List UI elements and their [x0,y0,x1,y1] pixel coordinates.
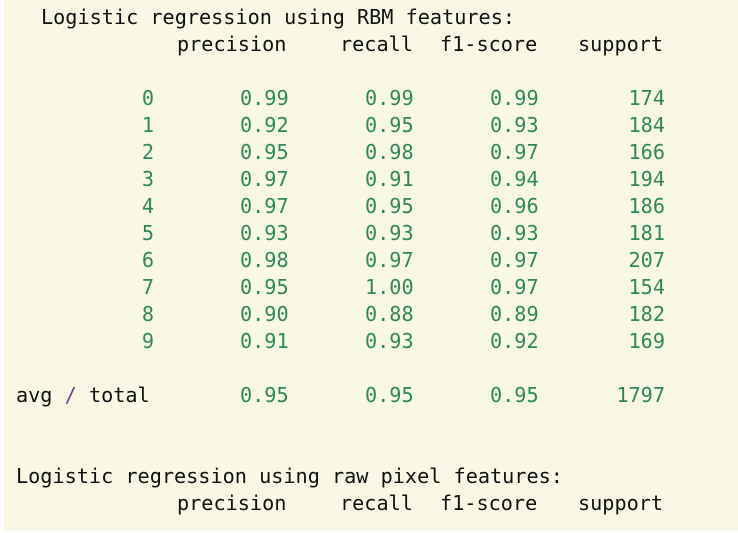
table-row: 4 0.97 0.95 0.96 186 [4,193,738,220]
header-support: support [578,32,664,56]
class-label: 2 [141,140,154,164]
support-value: 154 [628,275,665,299]
avg-support: 1797 [616,383,665,407]
class-label: 9 [141,329,154,353]
report-title-raw: Logistic regression using raw pixel feat… [16,464,563,488]
recall-value: 1.00 [365,275,414,299]
support-value: 194 [628,167,665,191]
f1-value: 0.96 [490,194,539,218]
support-value: 181 [628,221,665,245]
table-row: 3 0.97 0.91 0.94 194 [4,166,738,193]
support-value: 169 [628,329,665,353]
support-value: 184 [628,113,665,137]
f1-value: 0.89 [490,302,539,326]
avg-f1: 0.95 [490,383,539,407]
f1-value: 0.99 [490,86,539,110]
f1-value: 0.97 [490,248,539,272]
support-value: 174 [628,86,665,110]
table-row: 9 0.91 0.93 0.92 169 [4,328,738,355]
class-label: 4 [141,194,154,218]
recall-value: 0.98 [365,140,414,164]
recall-value: 0.95 [365,113,414,137]
precision-value: 0.90 [240,302,289,326]
header-recall: recall [340,32,413,56]
avg-precision: 0.95 [240,383,289,407]
f1-value: 0.94 [490,167,539,191]
precision-value: 0.91 [240,329,289,353]
table-row: 1 0.92 0.95 0.93 184 [4,112,738,139]
header-f1-score: f1-score [440,491,538,515]
header-recall: recall [340,491,413,515]
column-headers-raw: precision recall f1-score support [4,490,738,517]
f1-value: 0.97 [490,275,539,299]
avg-label: avg / total [16,382,150,409]
f1-value: 0.93 [490,221,539,245]
table-row: 2 0.95 0.98 0.97 166 [4,139,738,166]
recall-value: 0.93 [365,221,414,245]
precision-value: 0.99 [240,86,289,110]
recall-value: 0.91 [365,167,414,191]
recall-value: 0.97 [365,248,414,272]
class-label: 1 [141,113,154,137]
table-row: 0 0.99 0.99 0.99 174 [4,85,738,112]
table-row: 8 0.90 0.88 0.89 182 [4,301,738,328]
header-precision: precision [177,32,287,56]
support-value: 166 [628,140,665,164]
precision-value: 0.95 [240,275,289,299]
recall-value: 0.93 [365,329,414,353]
column-headers: precision recall f1-score support [4,31,738,58]
header-precision: precision [177,491,287,515]
report-title: Logistic regression using RBM features: [41,5,516,29]
avg-recall: 0.95 [365,383,414,407]
avg-label-right: total [88,383,150,407]
precision-value: 0.92 [240,113,289,137]
recall-value: 0.99 [365,86,414,110]
support-value: 186 [628,194,665,218]
precision-value: 0.97 [240,194,289,218]
precision-value: 0.93 [240,221,289,245]
table-row: 6 0.98 0.97 0.97 207 [4,247,738,274]
avg-label-separator: / [64,383,77,407]
f1-value: 0.93 [490,113,539,137]
f1-value: 0.92 [490,329,539,353]
cell-output: Logistic regression using RBM features: … [4,0,738,531]
precision-value: 0.97 [240,167,289,191]
support-value: 182 [628,302,665,326]
class-label: 3 [141,167,154,191]
class-label: 0 [141,86,154,110]
table-row: 7 0.95 1.00 0.97 154 [4,274,738,301]
f1-value: 0.97 [490,140,539,164]
recall-value: 0.95 [365,194,414,218]
recall-value: 0.88 [365,302,414,326]
class-label: 8 [141,302,154,326]
precision-value: 0.98 [240,248,289,272]
avg-total-row: avg / total 0.95 0.95 0.95 1797 [4,382,738,409]
class-label: 6 [141,248,154,272]
precision-value: 0.95 [240,140,289,164]
header-support: support [578,491,664,515]
table-row: 5 0.93 0.93 0.93 181 [4,220,738,247]
header-f1-score: f1-score [440,32,538,56]
avg-label-left: avg [16,383,53,407]
class-label: 7 [141,275,154,299]
class-label: 5 [141,221,154,245]
support-value: 207 [628,248,665,272]
